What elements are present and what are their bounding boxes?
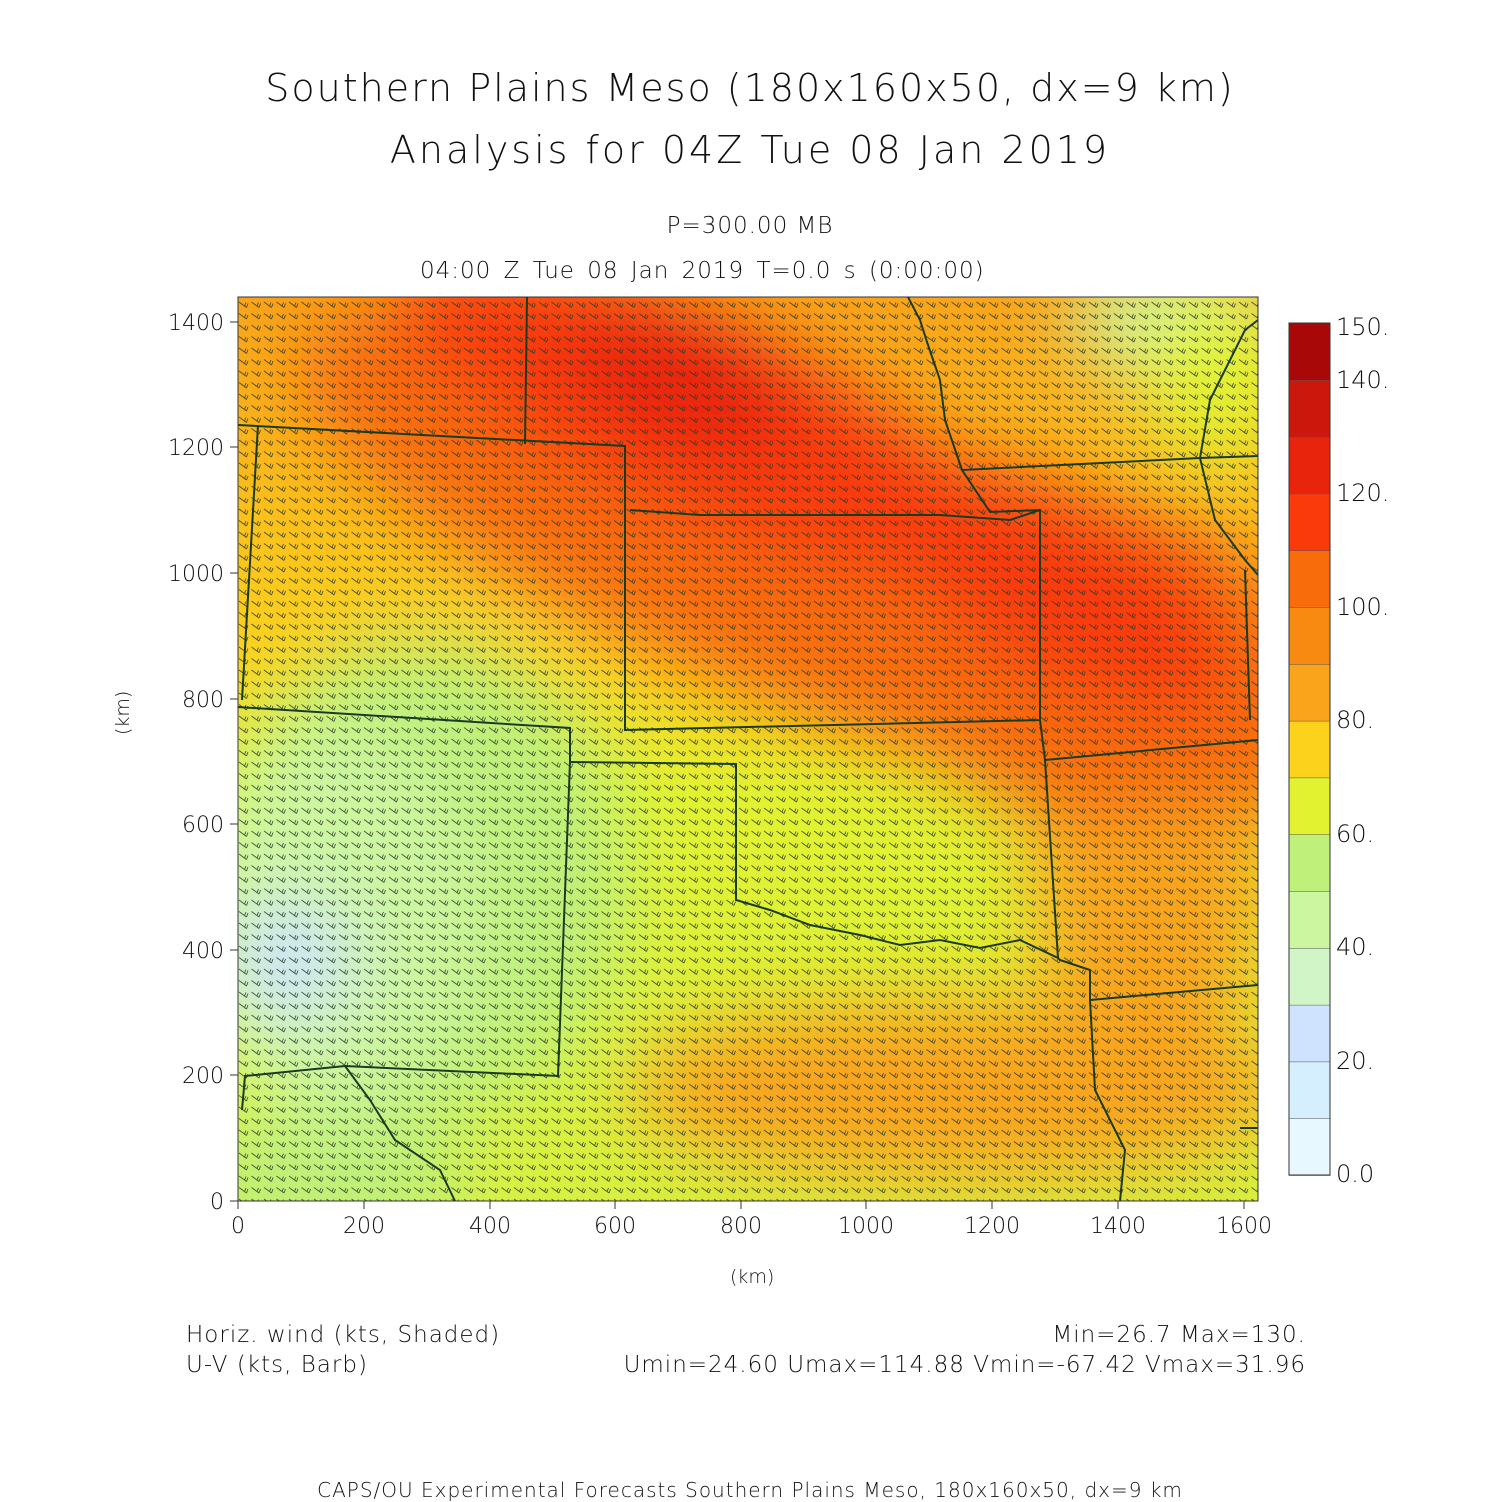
colorbar-bin <box>1288 947 1331 1006</box>
y-tick-800: 800 <box>182 688 224 713</box>
pressure-level: P=300.00 MB <box>666 213 834 239</box>
colorbar-label-40: 40. <box>1336 933 1375 961</box>
colorbar-label-20: 20. <box>1336 1047 1375 1075</box>
colorbar-frame <box>1288 322 1331 1176</box>
legend-shaded: Horiz. wind (kts, Shaded) <box>186 1322 501 1348</box>
colorbar-bin <box>1288 436 1331 495</box>
colorbar-bin <box>1288 493 1331 551</box>
colorbar-label-140: 140. <box>1336 366 1390 394</box>
x-tick-0: 0 <box>231 1214 245 1239</box>
y-tick-200: 200 <box>182 1064 224 1089</box>
colorbar-bin <box>1288 720 1331 779</box>
colorbar-bin <box>1288 379 1331 438</box>
y-tick-0: 0 <box>210 1190 224 1215</box>
stats-min-max: Min=26.7 Max=130. <box>1052 1322 1306 1348</box>
map-title-line2: Analysis for 04Z Tue 08 Jan 2019 <box>389 128 1111 172</box>
colorbar-bin <box>1288 833 1331 892</box>
y-axis-unit: (km) <box>112 690 134 735</box>
y-tick-1200: 1200 <box>168 436 224 461</box>
colorbar-bin <box>1288 663 1331 722</box>
x-tick-400: 400 <box>469 1214 511 1239</box>
state-boundaries <box>238 297 1258 1201</box>
colorbar-label-60: 60. <box>1336 820 1375 848</box>
colorbar-bin <box>1288 890 1331 949</box>
colorbar-bin <box>1288 606 1331 665</box>
colorbar-label-100: 100. <box>1336 593 1390 621</box>
x-tick-1200: 1200 <box>964 1214 1020 1239</box>
footer-credit: CAPS/OU Experimental Forecasts Southern … <box>317 1478 1183 1502</box>
colorbar-bin <box>1288 322 1331 381</box>
wind-barbs <box>238 297 1258 1201</box>
x-tick-600: 600 <box>594 1214 636 1239</box>
colorbar-label-0: 0.0 <box>1336 1160 1375 1188</box>
x-tick-1600: 1600 <box>1216 1214 1272 1239</box>
colorbar-bin <box>1288 1117 1331 1176</box>
x-axis-unit: (km) <box>730 1266 775 1288</box>
colorbar-bin <box>1288 777 1331 835</box>
colorbar-label-150: 150. <box>1336 313 1390 341</box>
y-tick-1000: 1000 <box>168 562 224 587</box>
wind-speed-shading <box>238 297 1258 1201</box>
x-tick-1400: 1400 <box>1090 1214 1146 1239</box>
colorbar-label-120: 120. <box>1336 479 1390 507</box>
plot-frame <box>237 296 1259 1202</box>
colorbar-label-80: 80. <box>1336 706 1375 734</box>
y-tick-600: 600 <box>182 813 224 838</box>
y-tick-400: 400 <box>182 939 224 964</box>
valid-time: 04:00 Z Tue 08 Jan 2019 T=0.0 s (0:00:00… <box>420 258 985 284</box>
x-tick-800: 800 <box>720 1214 762 1239</box>
stats-uv: Umin=24.60 Umax=114.88 Vmin=-67.42 Vmax=… <box>623 1352 1306 1378</box>
x-tick-1000: 1000 <box>838 1214 894 1239</box>
x-tick-200: 200 <box>343 1214 385 1239</box>
y-tick-1400: 1400 <box>168 311 224 336</box>
colorbar-bin <box>1288 549 1331 608</box>
colorbar <box>1288 322 1331 1176</box>
colorbar-bin <box>1288 1061 1331 1119</box>
map-title-line1: Southern Plains Meso (180x160x50, dx=9 k… <box>265 66 1235 110</box>
colorbar-bin <box>1288 1004 1331 1063</box>
axis-tick-marks <box>230 321 1245 1209</box>
legend-barb: U-V (kts, Barb) <box>186 1352 368 1378</box>
